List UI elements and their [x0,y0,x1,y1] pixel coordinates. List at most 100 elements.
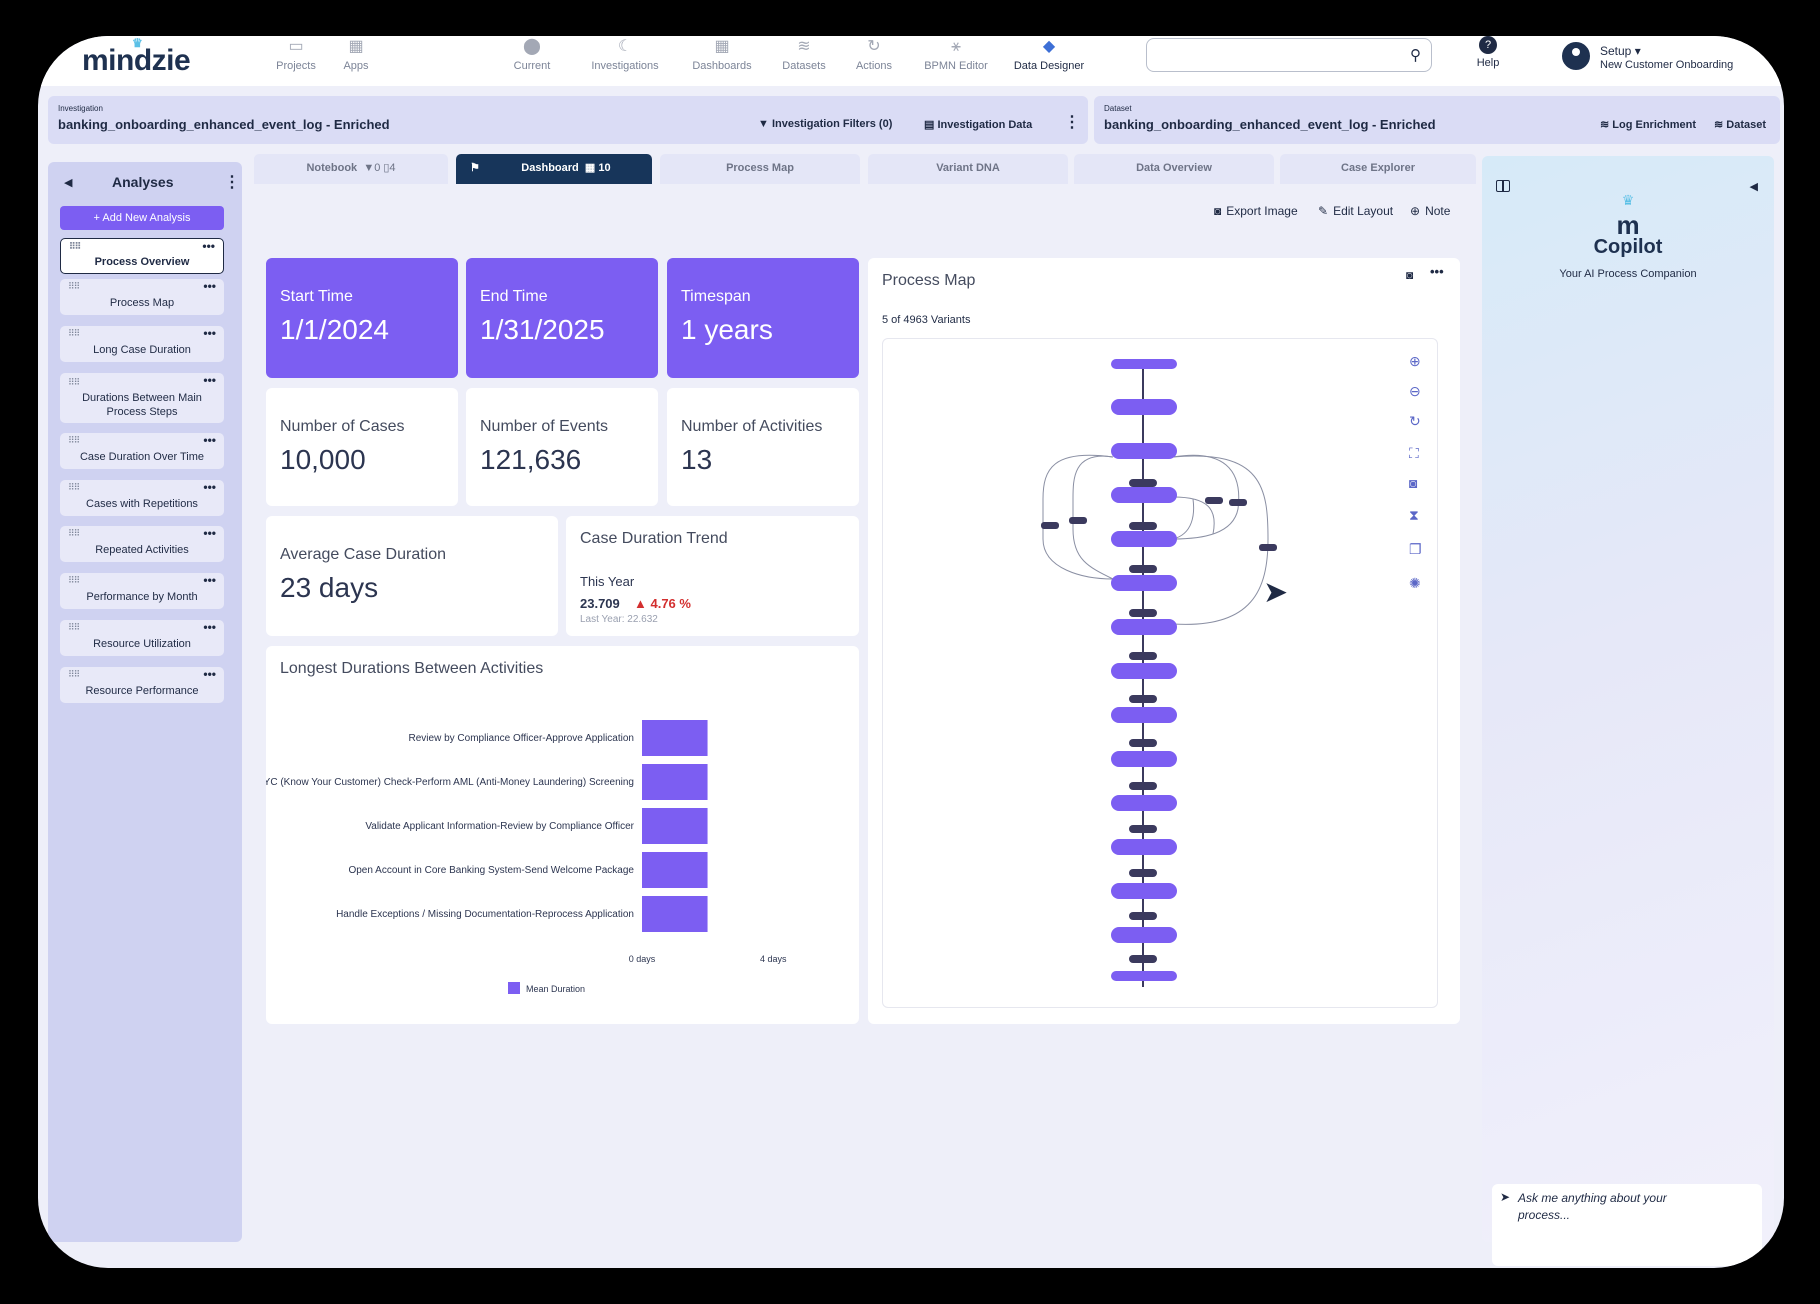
tab-case-explorer[interactable]: Case Explorer [1280,154,1476,184]
trend-change: ▲ 4.76 % [634,596,691,611]
dataset-name[interactable]: banking_onboarding_enhanced_event_log - … [1104,117,1436,132]
drag-handle-icon[interactable]: ⠿⠿ [68,435,80,445]
more-icon[interactable]: ••• [203,373,216,387]
sidebar-item-case-duration-over-time[interactable]: ⠿⠿ ••• Case Duration Over Time [60,433,224,469]
drag-handle-icon[interactable]: ⠿⠿ [68,328,80,338]
note-button[interactable]: ⊕ Note [1410,204,1451,218]
more-icon[interactable]: ••• [203,667,216,681]
nav-actions[interactable]: ↻ Actions [855,38,893,72]
help-button[interactable]: ? Help [1468,36,1508,69]
tab-dashboard[interactable]: ⚑ Dashboard ▦ 10 [456,154,652,184]
bar[interactable] [642,896,708,932]
mindzie-logo[interactable]: ♛ mindzie [82,36,191,77]
sidebar-item-performance-by-month[interactable]: ⠿⠿ ••• Performance by Month [60,573,224,609]
process-map-graph [1041,359,1277,987]
copilot-chat-input[interactable]: ➤ Ask me anything about your process... [1492,1184,1762,1266]
sidebar-item-durations-between-steps[interactable]: ⠿⠿ ••• Durations Between Main Process Step… [60,373,224,423]
collapse-left-icon[interactable]: ◀ [1749,181,1758,193]
sidebar-item-process-map[interactable]: ⠿⠿ ••• Process Map [60,279,224,315]
sidebar-more-icon[interactable]: ⋮ [224,174,240,191]
more-icon[interactable]: ••• [203,326,216,340]
kpi-label: Number of Cases [280,418,405,435]
export-image-button[interactable]: ◙ Export Image [1214,204,1298,218]
edit-layout-button[interactable]: ✎ Edit Layout [1318,204,1394,218]
tab-variant-dna[interactable]: Variant DNA [868,154,1068,184]
sidebar-item-resource-performance[interactable]: ⠿⠿ ••• Resource Performance [60,667,224,703]
more-icon[interactable]: ••• [203,526,216,540]
sidebar-item-cases-with-repetitions[interactable]: ⠿⠿ ••• Cases with Repetitions [60,480,224,516]
more-icon[interactable]: ••• [1430,264,1444,279]
drag-handle-icon[interactable]: ⠿⠿ [68,482,80,492]
nav-current[interactable]: ⬤ Current [513,38,551,72]
drag-handle-icon[interactable]: ⠿⠿ [68,377,80,387]
send-icon[interactable]: ➤ [1500,1190,1511,1204]
sidebar-item-resource-utilization[interactable]: ⠿⠿ ••• Resource Utilization [60,620,224,656]
kpi-value: 23 days [280,572,379,603]
bug-icon[interactable]: ✺ [1409,575,1421,591]
fullscreen-icon[interactable]: ⛶ [1409,445,1419,461]
process-map-canvas[interactable]: ⊕ ⊖ ↻ ⛶ ◙ ⧗ ❐ ✺ ➤ [882,338,1438,1008]
hourglass-icon[interactable]: ⧗ [1409,507,1419,523]
nav-projects[interactable]: ▭ Projects [276,38,316,72]
bar[interactable] [642,808,708,844]
folder-icon: ▭ [288,38,304,55]
more-icon[interactable]: ••• [203,620,216,634]
bar[interactable] [642,852,708,888]
setup-menu-label[interactable]: Setup ▾ [1600,44,1641,58]
more-icon[interactable]: ••• [203,433,216,447]
collapse-left-icon[interactable]: ◀ [64,177,73,189]
bar[interactable] [642,764,708,800]
avatar [1562,42,1590,70]
drag-handle-icon[interactable]: ⠿⠿ [68,622,80,632]
zoom-in-icon[interactable]: ⊕ [1409,353,1421,369]
bar[interactable] [642,720,708,756]
more-icon[interactable]: ••• [202,239,215,253]
kpi-start-time: Start Time 1/1/2024 [266,258,458,378]
sidebar-item-process-overview[interactable]: ⠿⠿ ••• Process Overview [60,238,224,274]
investigation-name[interactable]: banking_onboarding_enhanced_event_log - … [58,117,390,132]
investigation-filters-button[interactable]: ▼ Investigation Filters (0) [758,118,893,130]
sidebar-item-repeated-activities[interactable]: ⠿⠿ ••• Repeated Activities [60,526,224,562]
legend-swatch [508,982,520,994]
bar-category-label: Open Account in Core Banking System-Send… [348,865,634,876]
camera-icon[interactable]: ◙ [1409,475,1418,491]
nav-investigations[interactable]: ☾ Investigations [591,38,659,72]
tab-notebook[interactable]: Notebook ▼0 ▯4 [254,154,448,184]
more-icon[interactable]: ••• [203,573,216,587]
nav-data-designer[interactable]: ◆ Data Designer [1013,38,1085,72]
log-enrichment-button[interactable]: ≋ Log Enrichment [1600,119,1697,131]
x-tick-label: 0 days [629,954,656,964]
nav-dashboards[interactable]: ▦ Dashboards [692,38,752,72]
drag-handle-icon[interactable]: ⠿⠿ [68,528,80,538]
more-icon[interactable]: ••• [203,279,216,293]
investigation-data-button[interactable]: ▤ Investigation Data [924,119,1033,131]
drag-handle-icon[interactable]: ⠿⠿ [68,281,80,291]
dataset-button[interactable]: ≋ Dataset [1714,119,1767,131]
add-new-analysis-button[interactable]: + Add New Analysis [60,206,224,230]
tab-data-overview[interactable]: Data Overview [1074,154,1274,184]
drag-handle-icon[interactable]: ⠿⠿ [68,575,80,585]
copy-icon[interactable]: ❐ [1409,541,1422,557]
sidebar-item-long-case-duration[interactable]: ⠿⠿ ••• Long Case Duration [60,326,224,362]
camera-icon[interactable]: ◙ [1406,268,1414,282]
more-icon[interactable]: ••• [203,480,216,494]
kpi-number-of-events: Number of Events 121,636 [466,388,658,506]
panel-toggle-icon[interactable] [1496,180,1510,192]
search-input[interactable]: ⚲ [1146,38,1432,72]
kpi-label: Timespan [681,288,751,305]
zoom-out-icon[interactable]: ⊖ [1409,383,1421,399]
drag-handle-icon[interactable]: ⠿⠿ [69,241,81,251]
copilot-panel: ◀ ♛ m Copilot Your AI Process Companion … [1482,156,1774,1266]
investigation-more-icon[interactable]: ⋮ [1064,114,1080,131]
nav-apps[interactable]: ▦ Apps [343,38,369,72]
apps-icon: ▦ [348,38,364,55]
kpi-number-of-activities: Number of Activities 13 [667,388,859,506]
drag-handle-icon[interactable]: ⠿⠿ [68,669,80,679]
legend-label[interactable]: Mean Duration [526,984,585,994]
kpi-value: 1 years [681,314,773,345]
nav-datasets[interactable]: ≋ Datasets [782,38,826,72]
refresh-icon[interactable]: ↻ [1409,413,1421,429]
nav-bpmn-editor[interactable]: ⚹ BPMN Editor [924,38,988,72]
kpi-average-case-duration: Average Case Duration 23 days [266,516,558,636]
tab-process-map[interactable]: Process Map [660,154,860,184]
